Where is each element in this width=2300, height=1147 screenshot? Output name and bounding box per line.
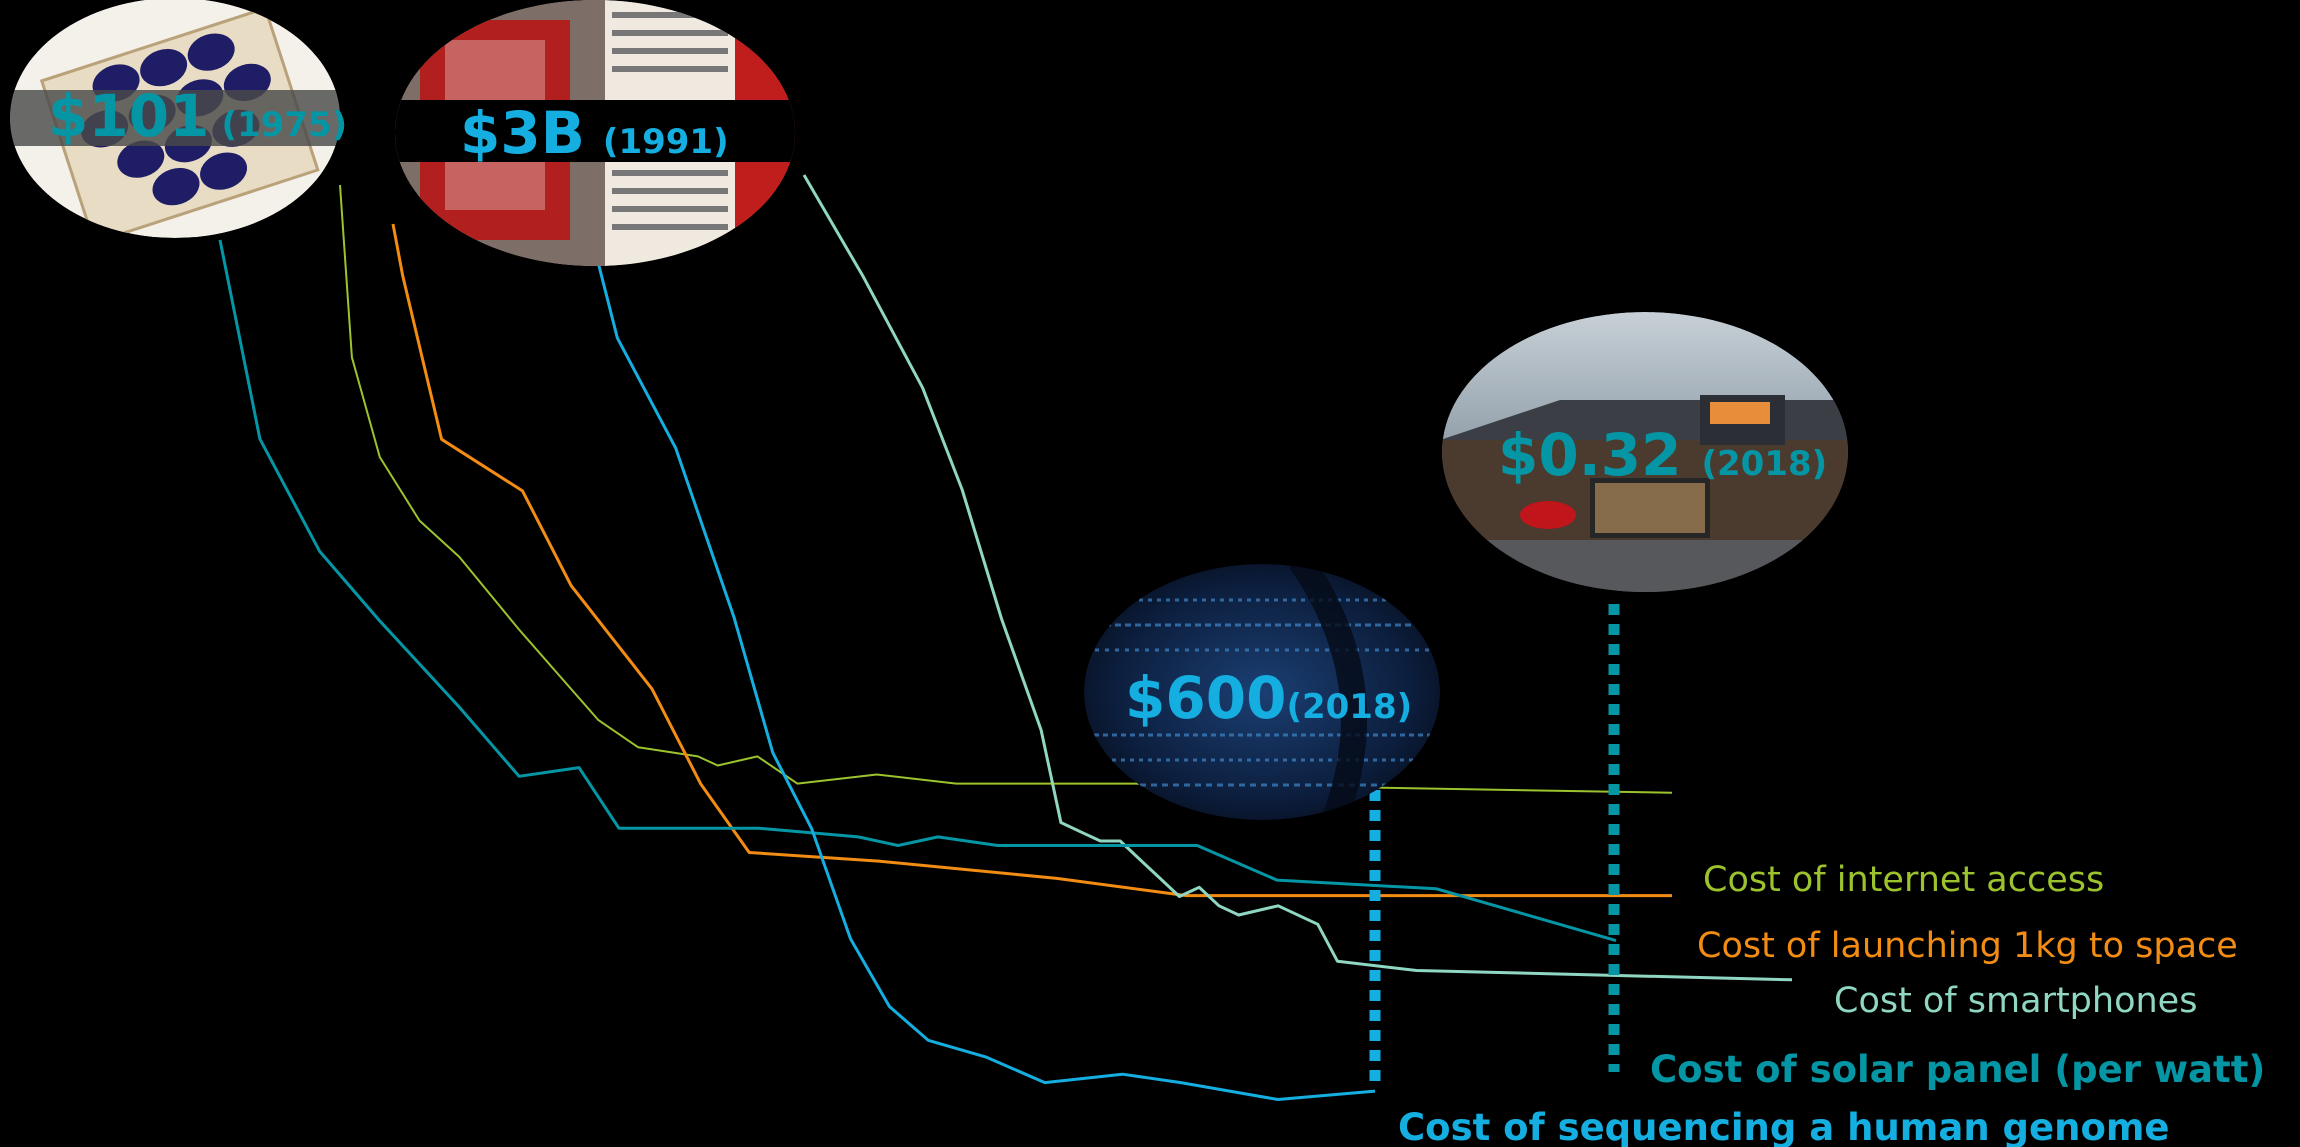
solar-start-price: $101 bbox=[48, 82, 209, 150]
label-launching-1kg: Cost of launching 1kg to space bbox=[1697, 926, 2238, 966]
genome-end-price: $600 bbox=[1125, 664, 1286, 732]
solar-end-year: (2018) bbox=[1701, 444, 1827, 484]
svg-text:$0.32(2018): $0.32 (2018) bbox=[1498, 421, 1827, 489]
label-smartphones: Cost of smartphones bbox=[1834, 981, 2197, 1021]
genome-start-year: (1991) bbox=[603, 122, 729, 162]
series-line-launch bbox=[391, 223, 1672, 898]
series-lines bbox=[218, 174, 1793, 1101]
svg-text:$101(1975): $101 (1975) bbox=[48, 82, 347, 150]
svg-text:$600(2018): $600(2018) bbox=[1125, 664, 1412, 732]
svg-text:$3B(1991): $3B (1991) bbox=[460, 99, 729, 167]
solar-start-callout: $101 (1975) bbox=[10, 0, 347, 238]
label-sequencing-genome: Cost of sequencing a human genome bbox=[1398, 1106, 2170, 1147]
solar-end-callout: $0.32 (2018) bbox=[1442, 312, 1848, 592]
genome-end-callout: $600(2018) bbox=[1084, 564, 1440, 820]
series-line-genome bbox=[596, 261, 1376, 1101]
genome-end-year: (2018) bbox=[1286, 687, 1412, 727]
series-line-smartphone bbox=[802, 174, 1793, 982]
genome-start-price: $3B bbox=[460, 99, 585, 167]
solar-start-year: (1975) bbox=[221, 105, 347, 145]
label-internet-access: Cost of internet access bbox=[1703, 860, 2104, 900]
solar-end-price: $0.32 bbox=[1498, 421, 1681, 489]
series-line-internet bbox=[339, 184, 1673, 794]
genome-start-callout: $3B (1991) bbox=[395, 0, 795, 266]
series-line-solar bbox=[218, 239, 1617, 943]
label-solar-panel: Cost of solar panel (per watt) bbox=[1650, 1048, 2265, 1091]
